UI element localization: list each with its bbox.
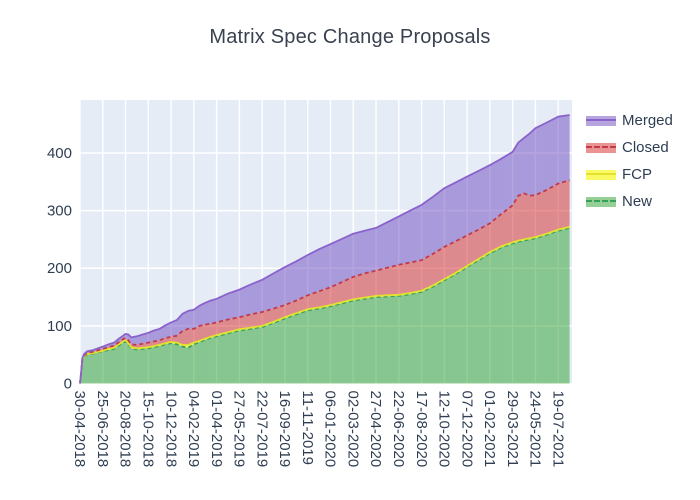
boundary-line-new bbox=[79, 227, 570, 384]
x-tick-label: 07-12-2020 bbox=[458, 391, 475, 468]
y-tick-label: 200 bbox=[47, 260, 72, 277]
x-tick-label: 19-07-2021 bbox=[549, 391, 566, 468]
legend-label-fcp: FCP bbox=[622, 166, 652, 183]
y-tick-label: 400 bbox=[47, 145, 72, 162]
x-tick-label: 27-04-2020 bbox=[367, 391, 384, 468]
legend-line-merged bbox=[586, 119, 616, 121]
x-tick-label: 02-03-2020 bbox=[344, 391, 361, 468]
area-band-new bbox=[80, 227, 570, 384]
area-band-closed bbox=[80, 180, 570, 384]
boundary-line-fcp bbox=[79, 225, 570, 384]
legend-swatch-closed bbox=[586, 142, 616, 153]
x-tick-label: 20-08-2018 bbox=[117, 391, 134, 468]
x-tick-label: 29-03-2021 bbox=[504, 391, 521, 468]
legend-item-new[interactable]: New bbox=[586, 188, 673, 215]
x-tick-label: 16-09-2019 bbox=[276, 391, 293, 468]
x-tick-label: 27-05-2019 bbox=[231, 391, 248, 468]
legend-item-closed[interactable]: Closed bbox=[586, 134, 673, 161]
x-tick-label: 12-10-2020 bbox=[436, 391, 453, 468]
legend-line-fcp bbox=[586, 173, 616, 175]
legend-swatch-new bbox=[586, 196, 616, 207]
x-tick-label: 15-10-2018 bbox=[140, 391, 157, 468]
x-tick-label: 30-04-2018 bbox=[71, 391, 88, 468]
x-tick-label: 22-06-2020 bbox=[390, 391, 407, 468]
legend-label-merged: Merged bbox=[622, 112, 673, 129]
legend-swatch-fcp bbox=[586, 169, 616, 180]
y-tick-label: 300 bbox=[47, 203, 72, 220]
chart-title: Matrix Spec Change Proposals bbox=[209, 26, 491, 48]
x-tick-label: 01-02-2021 bbox=[481, 391, 498, 468]
legend-line-closed bbox=[586, 146, 616, 148]
x-tick-label: 17-08-2020 bbox=[413, 391, 430, 468]
x-tick-label: 06-01-2020 bbox=[322, 391, 339, 468]
boundary-line-closed bbox=[79, 179, 570, 384]
x-tick-label: 04-02-2019 bbox=[185, 391, 202, 468]
legend: Merged Closed FCP New bbox=[586, 107, 673, 215]
y-tick-label: 0 bbox=[64, 375, 72, 392]
x-tick-label: 01-04-2019 bbox=[208, 391, 225, 468]
legend-label-closed: Closed bbox=[622, 139, 669, 156]
x-tick-label: 25-06-2018 bbox=[94, 391, 111, 468]
legend-item-fcp[interactable]: FCP bbox=[586, 161, 673, 188]
legend-swatch-merged bbox=[586, 115, 616, 126]
x-tick-label: 24-05-2021 bbox=[527, 391, 544, 468]
legend-label-new: New bbox=[622, 193, 653, 210]
legend-line-new bbox=[586, 200, 616, 202]
boundary-line-merged bbox=[79, 114, 570, 384]
x-tick-label: 11-11-2019 bbox=[299, 391, 316, 466]
area-band-merged bbox=[80, 115, 570, 384]
y-tick-label: 100 bbox=[47, 318, 72, 335]
x-tick-label: 22-07-2019 bbox=[253, 391, 270, 468]
x-tick-label: 10-12-2018 bbox=[162, 391, 179, 468]
legend-item-merged[interactable]: Merged bbox=[586, 107, 673, 134]
